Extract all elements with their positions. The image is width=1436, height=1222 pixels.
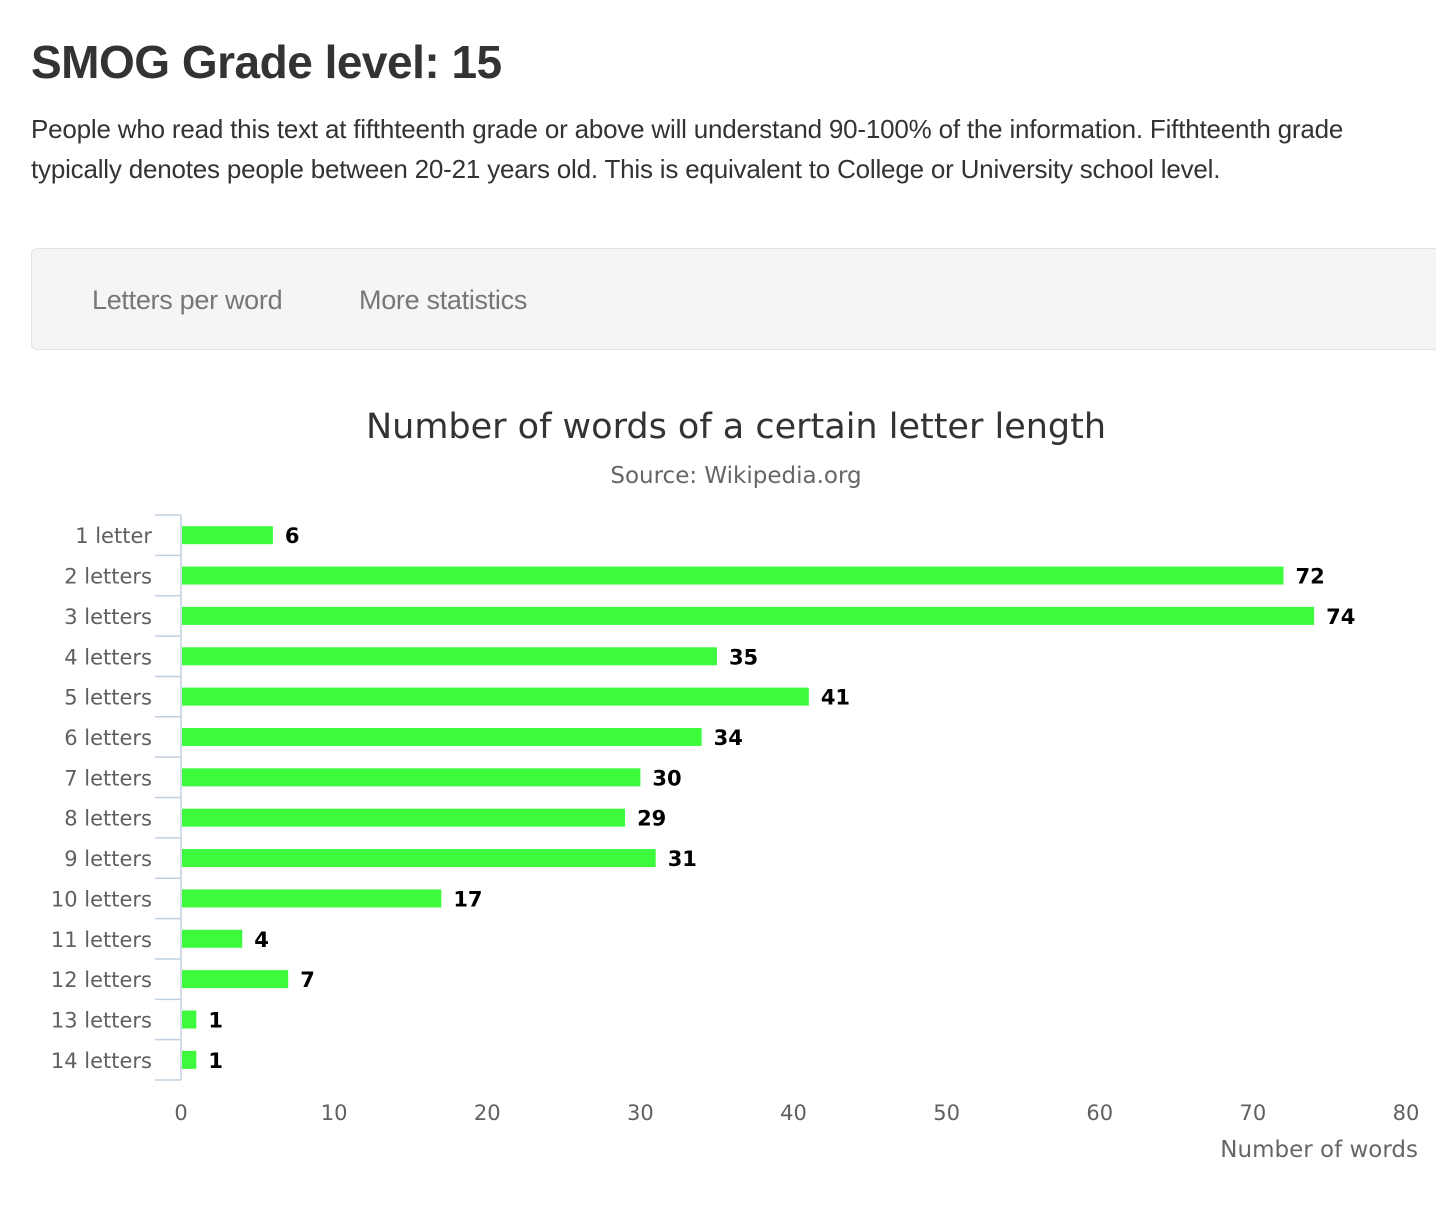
grade-description: People who read this text at fifthteenth… bbox=[31, 114, 1344, 184]
category-label: 5 letters bbox=[64, 686, 152, 710]
category-label: 4 letters bbox=[64, 645, 152, 669]
data-label: 7 bbox=[300, 968, 315, 992]
x-tick-label: 40 bbox=[780, 1101, 807, 1125]
x-tick-label: 80 bbox=[1393, 1101, 1420, 1125]
x-tick-label: 60 bbox=[1086, 1101, 1113, 1125]
category-label: 8 letters bbox=[64, 807, 152, 831]
data-label: 41 bbox=[821, 686, 850, 710]
x-tick-label: 50 bbox=[933, 1101, 960, 1125]
bar[interactable] bbox=[182, 970, 289, 989]
category-label: 3 letters bbox=[64, 605, 152, 629]
category-label: 14 letters bbox=[51, 1049, 152, 1073]
category-label: 7 letters bbox=[64, 766, 152, 790]
bar[interactable] bbox=[182, 526, 273, 545]
data-label: 17 bbox=[453, 887, 482, 911]
category-label: 10 letters bbox=[51, 887, 152, 911]
data-label: 6 bbox=[285, 524, 300, 548]
data-label: 72 bbox=[1296, 565, 1325, 589]
chart-title: Number of words of a certain letter leng… bbox=[366, 407, 1106, 447]
letter-length-chart: Number of words of a certain letter leng… bbox=[51, 407, 1420, 1163]
page-title: SMOG Grade level: 15 bbox=[31, 36, 502, 88]
bar[interactable] bbox=[182, 889, 442, 908]
bar[interactable] bbox=[182, 1050, 197, 1069]
bar[interactable] bbox=[182, 808, 626, 827]
x-tick-label: 10 bbox=[321, 1101, 348, 1125]
x-tick-label: 20 bbox=[474, 1101, 501, 1125]
category-label: 6 letters bbox=[64, 726, 152, 750]
data-label: 29 bbox=[637, 807, 666, 831]
data-label: 31 bbox=[668, 847, 697, 871]
x-axis-title: Number of words bbox=[1220, 1137, 1418, 1163]
statistics-tab-bar: Letters per word More statistics bbox=[31, 248, 1436, 350]
tab-letters-per-word[interactable]: Letters per word bbox=[92, 285, 283, 315]
x-tick-label: 30 bbox=[627, 1101, 654, 1125]
data-label: 30 bbox=[652, 766, 681, 790]
category-label: 1 letter bbox=[75, 524, 152, 548]
data-label: 1 bbox=[208, 1049, 223, 1073]
data-label: 74 bbox=[1326, 605, 1355, 629]
category-label: 13 letters bbox=[51, 1009, 152, 1033]
bar[interactable] bbox=[182, 929, 243, 948]
bar[interactable] bbox=[182, 768, 641, 787]
bar[interactable] bbox=[182, 687, 809, 706]
bar[interactable] bbox=[182, 849, 656, 868]
category-label: 9 letters bbox=[64, 847, 152, 871]
data-label: 1 bbox=[208, 1009, 223, 1033]
data-label: 4 bbox=[254, 928, 269, 952]
x-tick-label: 0 bbox=[174, 1101, 187, 1125]
bar[interactable] bbox=[182, 727, 702, 746]
x-tick-label: 70 bbox=[1240, 1101, 1267, 1125]
data-label: 35 bbox=[729, 645, 758, 669]
data-label: 34 bbox=[714, 726, 743, 750]
plot-area: 1 letter 62 letters 723 letters 744 letters… bbox=[51, 514, 1420, 1125]
bar[interactable] bbox=[182, 1010, 197, 1029]
tab-more-statistics[interactable]: More statistics bbox=[359, 285, 528, 315]
chart-subtitle: Source: Wikipedia.org bbox=[610, 463, 861, 489]
bar[interactable] bbox=[182, 566, 1284, 585]
bar[interactable] bbox=[182, 606, 1315, 625]
category-label: 11 letters bbox=[51, 928, 152, 952]
category-label: 12 letters bbox=[51, 968, 152, 992]
bar[interactable] bbox=[182, 647, 717, 666]
category-label: 2 letters bbox=[64, 565, 152, 589]
